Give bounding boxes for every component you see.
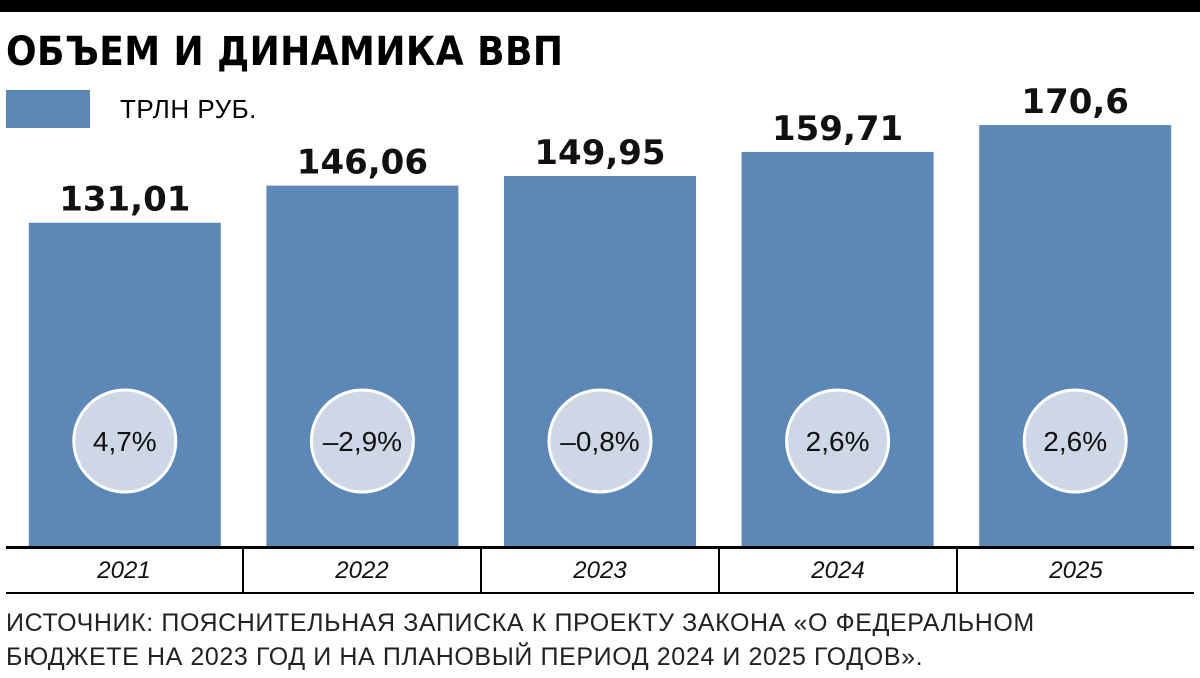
bar-value-label: 170,6 <box>1021 82 1129 122</box>
bar-value-label: 131,01 <box>59 180 190 220</box>
growth-label: 2,6% <box>1043 426 1107 457</box>
year-label: 2023 <box>482 549 720 592</box>
year-label: 2025 <box>1049 556 1103 584</box>
growth-label: –2,9% <box>323 426 402 457</box>
growth-badge <box>1022 388 1128 494</box>
growth-badge <box>547 388 653 494</box>
growth-badge <box>72 388 178 494</box>
bar-value-label: 146,06 <box>297 143 428 183</box>
chart-title: ОБЪЕМ И ДИНАМИКА ВВП <box>6 29 564 75</box>
legend: ТРЛН РУБ. <box>6 90 257 128</box>
growth-label: –0,8% <box>560 426 639 457</box>
growth-badge <box>309 388 415 494</box>
growth-badge <box>785 388 891 494</box>
bar-chart: 131,01 4,7% 146,06 –2,9% 149,95 –0,8% 159,71 2,… <box>28 82 1172 547</box>
bar-2021 <box>28 222 221 546</box>
growth-label: 2,6% <box>806 426 870 457</box>
year-label: 2021 <box>6 549 244 592</box>
year-label: 2024 <box>720 549 958 592</box>
legend-swatch <box>6 90 90 128</box>
growth-label: 4,7% <box>93 426 157 457</box>
bar-value-label: 149,95 <box>534 133 665 173</box>
source-note: ИСТОЧНИК: ПОЯСНИТЕЛЬНАЯ ЗАПИСКА К ПРОЕКТ… <box>6 609 1035 671</box>
top-rule <box>0 0 1200 12</box>
legend-label: ТРЛН РУБ. <box>120 93 257 124</box>
year-label: 2022 <box>244 549 482 592</box>
year-axis: 2021 2022 2023 2024 2025 <box>6 546 1194 594</box>
bar-value-label: 159,71 <box>772 109 903 149</box>
